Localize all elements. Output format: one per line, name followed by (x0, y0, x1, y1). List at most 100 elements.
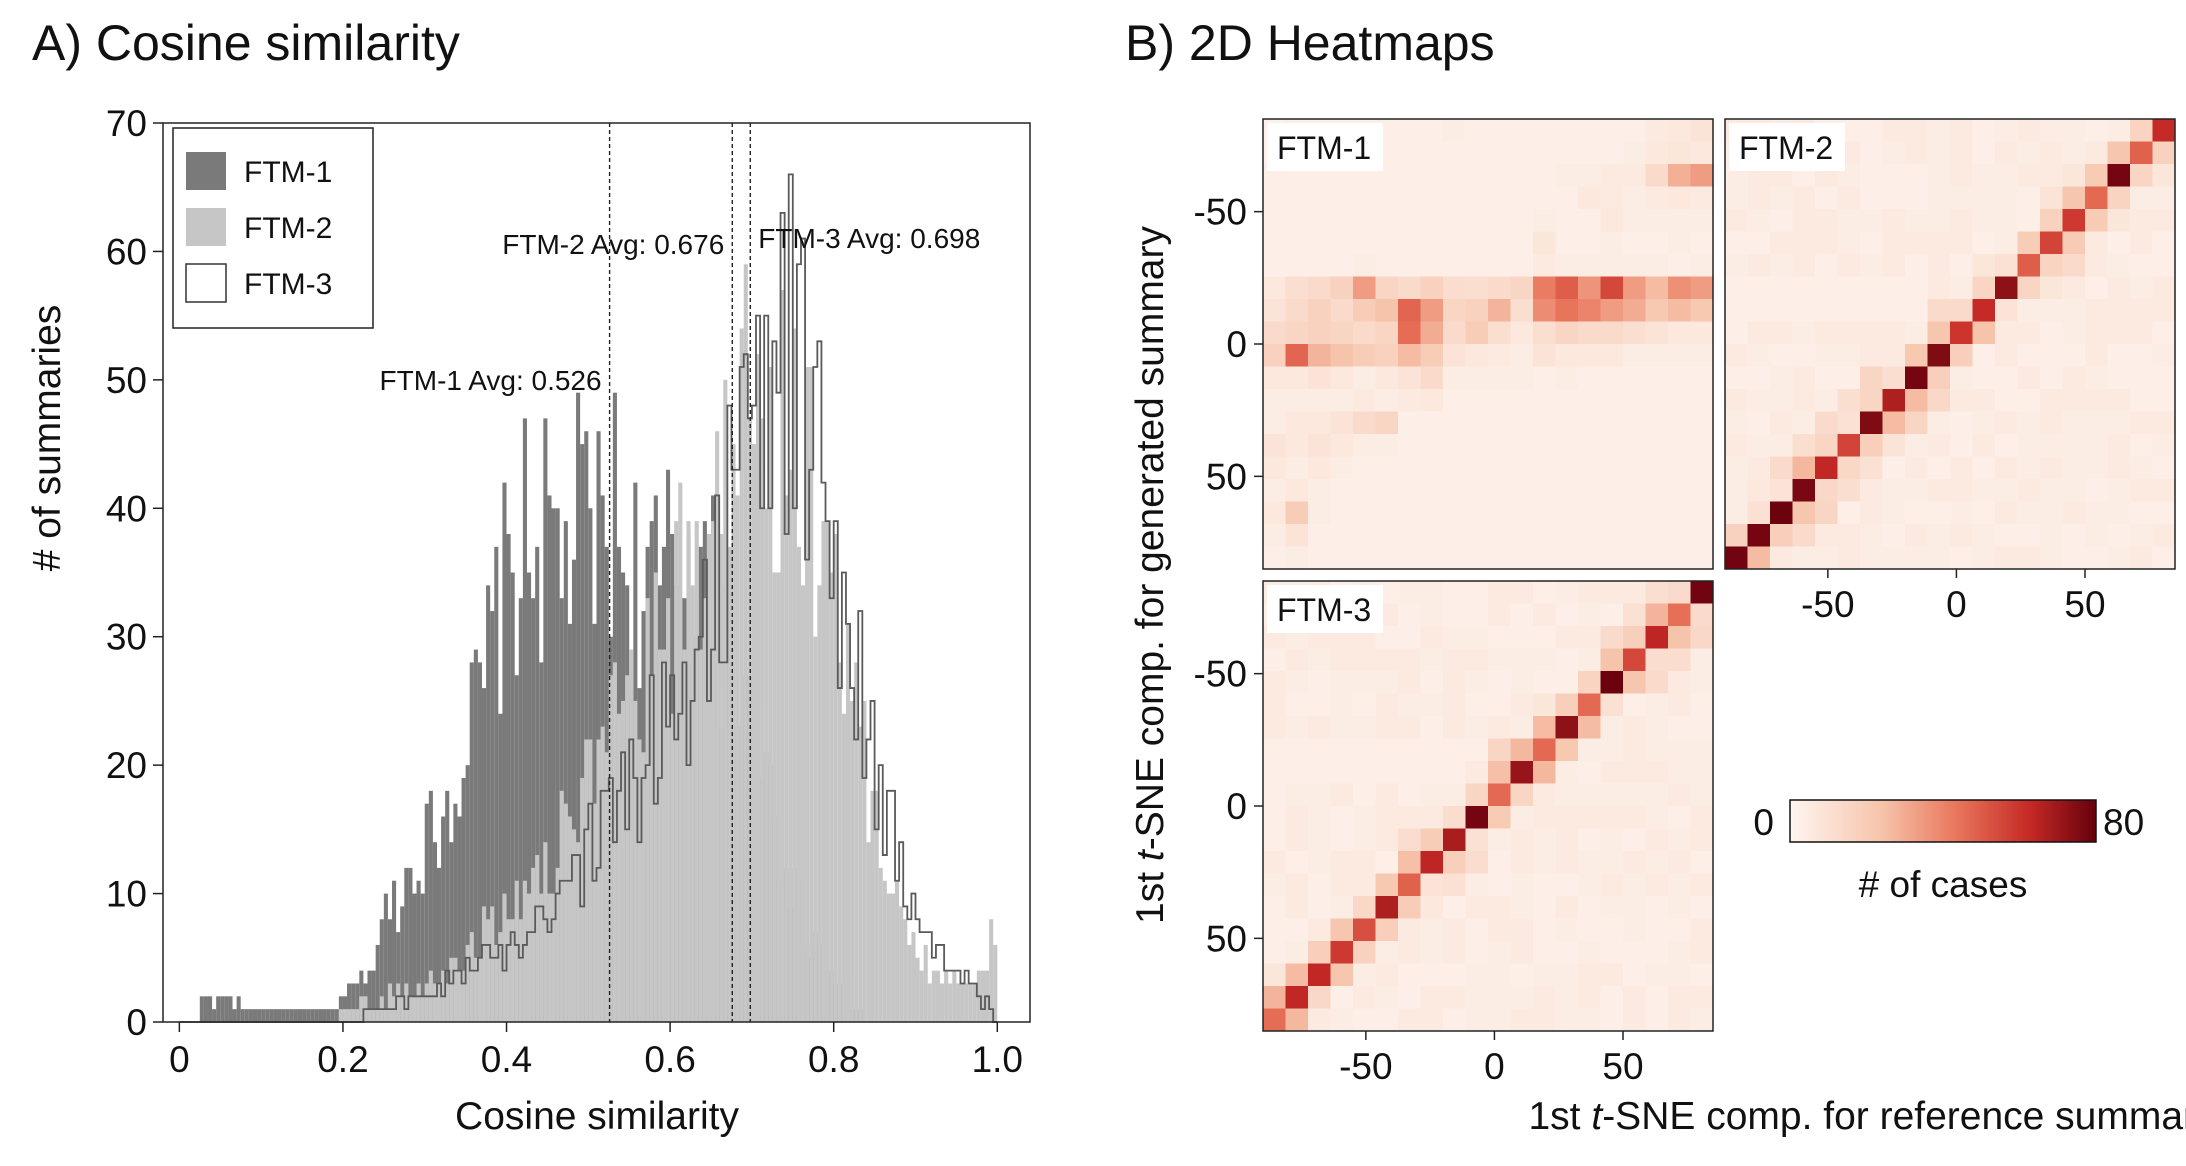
heatmap-cell (1420, 254, 1444, 277)
heatmap-cell (1533, 828, 1556, 852)
heatmap-cell (1533, 164, 1556, 187)
heatmap-cell (1623, 986, 1646, 1009)
heatmap-cell (1927, 411, 1951, 435)
heatmap-cell (1792, 366, 1816, 390)
heatmap-cell (1950, 456, 1973, 480)
heatmap-cell (1488, 603, 1511, 627)
hist-bar-ftm-2 (764, 508, 769, 1022)
heatmap-cell (1263, 918, 1286, 942)
heatmap-cell (1725, 389, 1748, 412)
heatmap-cell (1690, 321, 1714, 345)
heatmap-cell (1555, 164, 1579, 187)
heatmap-cell (1510, 851, 1534, 874)
hist-bar-ftm-2 (645, 598, 650, 1022)
heatmap-cell (2085, 366, 2108, 390)
heatmap-cell (1353, 828, 1376, 852)
heatmap-cell (2040, 299, 2063, 322)
heatmap-cell (1285, 671, 1309, 694)
heatmap-cell (1285, 851, 1309, 874)
heatmap-cell (1600, 626, 1624, 649)
heatmap-cell (1882, 276, 1906, 300)
heatmap-cell (1555, 141, 1579, 165)
heatmap-cell (1645, 581, 1669, 604)
heatmap-cell (1860, 546, 1883, 570)
hist-bar-ftm-2 (755, 354, 761, 1023)
heatmap-cell (1690, 896, 1714, 919)
hist-bar-ftm-2 (706, 533, 712, 1022)
heatmap-cell (1690, 806, 1714, 829)
heatmap-cell (1330, 501, 1354, 525)
heatmap-cell (1488, 254, 1511, 277)
hist-bar-ftm-1 (244, 1009, 249, 1022)
heatmap-cell (1353, 716, 1376, 739)
heatmap-cell (1792, 186, 1816, 210)
heatmap-cell (1533, 851, 1556, 874)
heatmap-cell (1623, 626, 1646, 649)
heatmap-cell (2130, 141, 2153, 165)
heatmap-cell (1578, 783, 1601, 807)
heatmap-cell (1353, 941, 1376, 964)
hist-ytick-label: 40 (106, 488, 147, 529)
heatmap-cell (1510, 231, 1534, 255)
hist-bar-ftm-1 (342, 996, 348, 1022)
heatmap-xlabel: 1st t-SNE comp. for reference summary (1528, 1095, 2186, 1138)
heatmap-ftm-2: FTM-2 -50 0 50 (1724, 118, 2176, 625)
heatmap-cell (1330, 524, 1354, 547)
heatmap-cell (1600, 716, 1624, 739)
legend-swatch-ftm-3 (185, 263, 227, 303)
heatmap-cell (1510, 164, 1534, 187)
heatmap-cell (1420, 344, 1444, 367)
hist-bar-ftm-1 (555, 508, 560, 1022)
heatmap-cell (1308, 434, 1331, 457)
heatmap-cell (1353, 344, 1376, 367)
heatmap-cell (2152, 411, 2176, 435)
heatmap-cell (1950, 164, 1973, 187)
heatmap-cell (1510, 626, 1534, 649)
heatmap-label: FTM-2 (1739, 130, 1833, 166)
heatmap-cell (1465, 581, 1489, 604)
hist-bar-ftm-2 (571, 829, 577, 1022)
heatmap-cell (1510, 941, 1534, 964)
hist-bar-ftm-2 (723, 379, 728, 1022)
heatmap-cell (1330, 693, 1354, 717)
heatmap-cell (2130, 546, 2153, 570)
heatmap-cell (1465, 761, 1489, 784)
heatmap-cell (1815, 276, 1838, 300)
hist-bar-ftm-1 (207, 996, 213, 1022)
heatmap-cell (1668, 693, 1691, 717)
heatmap-cell (1578, 411, 1601, 435)
hist-bar-ftm-2 (972, 983, 977, 1022)
hist-bar-ftm-2 (531, 867, 536, 1022)
heatmap-cell (1533, 941, 1556, 964)
heatmap-cell (1623, 299, 1646, 322)
heatmap-cell (1443, 896, 1466, 919)
heatmap-label: FTM-3 (1277, 592, 1371, 628)
heatmap-cell (1690, 783, 1714, 807)
heatmap-cell (1690, 209, 1714, 232)
heatmap-cell (1488, 738, 1511, 762)
heatmap-cell (1815, 186, 1838, 210)
heatmap-cell (1600, 276, 1624, 300)
heatmap-cell (2040, 321, 2063, 345)
hist-bar-ftm-2 (576, 842, 581, 1022)
heatmap-cell (1465, 828, 1489, 852)
heatmap-cell (1668, 479, 1691, 502)
heatmap-cell (1353, 761, 1376, 784)
heatmap-cell (1510, 344, 1534, 367)
heatmap-cell (1308, 986, 1331, 1009)
heatmap-cell (1668, 434, 1691, 457)
heatmap-cell (1770, 524, 1793, 547)
heatmap-cell (1308, 299, 1331, 322)
heatmap-cell (1578, 671, 1601, 694)
heatmap-cell (1668, 603, 1691, 627)
heatmap-cell (1510, 411, 1534, 435)
heatmap-cell (2085, 389, 2108, 412)
heatmap-cell (1690, 231, 1714, 255)
heatmap-cell (1555, 501, 1579, 525)
hist-bar-ftm-2 (719, 533, 724, 1022)
hist-bar-ftm-1 (314, 1009, 319, 1022)
heatmap-cell (1950, 546, 1973, 570)
heatmap-cell (1905, 299, 1928, 322)
heatmap-cell (1533, 141, 1556, 165)
heatmap-cell (1263, 941, 1286, 964)
